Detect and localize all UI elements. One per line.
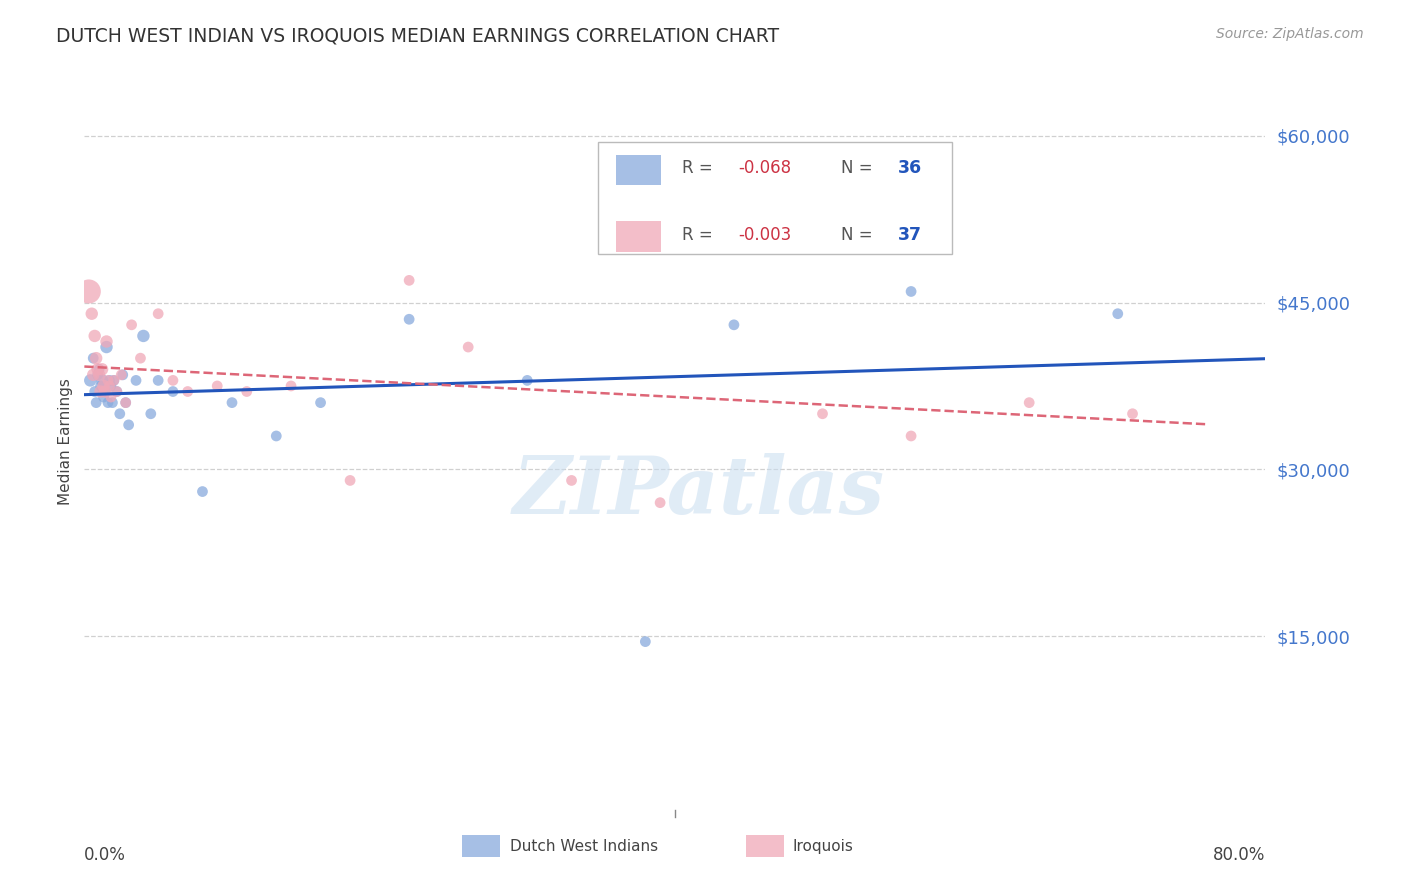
Point	[86, 362, 108, 376]
Point	[90, 379, 112, 393]
Bar	[463, 835, 501, 857]
Text: 37: 37	[898, 226, 922, 244]
Point	[221, 395, 243, 409]
Point	[111, 368, 134, 382]
Point	[177, 384, 200, 399]
Point	[90, 384, 112, 399]
Text: -0.003: -0.003	[738, 226, 792, 244]
Point	[900, 429, 922, 443]
Point	[110, 368, 132, 382]
Point	[77, 285, 100, 299]
Point	[309, 395, 332, 409]
Point	[398, 273, 420, 287]
Point	[561, 474, 583, 488]
Point	[129, 351, 152, 366]
Bar	[745, 835, 783, 857]
Text: Source: ZipAtlas.com: Source: ZipAtlas.com	[1216, 27, 1364, 41]
Point	[83, 384, 105, 399]
Point	[114, 395, 136, 409]
FancyBboxPatch shape	[598, 142, 952, 253]
Point	[723, 240, 745, 254]
Point	[634, 634, 657, 648]
Text: 36: 36	[898, 160, 922, 178]
Point	[87, 368, 111, 382]
Point	[96, 340, 118, 354]
Point	[91, 362, 114, 376]
Point	[650, 496, 672, 510]
Point	[105, 384, 128, 399]
Point	[723, 318, 745, 332]
Text: N =: N =	[841, 226, 879, 244]
Point	[1122, 407, 1144, 421]
Point	[94, 384, 117, 399]
Point	[93, 379, 115, 393]
Point	[91, 373, 114, 387]
Point	[266, 429, 288, 443]
Point	[191, 484, 214, 499]
Point	[82, 368, 104, 382]
Point	[97, 395, 120, 409]
Text: Dutch West Indians: Dutch West Indians	[509, 839, 658, 855]
Point	[100, 379, 122, 393]
Point	[162, 373, 184, 387]
Point	[103, 373, 125, 387]
Text: ZIPatlas: ZIPatlas	[512, 453, 884, 531]
Point	[207, 379, 229, 393]
Point	[96, 334, 118, 349]
Point	[900, 285, 922, 299]
Point	[280, 379, 302, 393]
Bar	[616, 221, 661, 252]
Text: Iroquois: Iroquois	[793, 839, 853, 855]
Point	[98, 373, 121, 387]
Point	[114, 395, 136, 409]
Point	[83, 329, 105, 343]
Text: DUTCH WEST INDIAN VS IROQUOIS MEDIAN EARNINGS CORRELATION CHART: DUTCH WEST INDIAN VS IROQUOIS MEDIAN EAR…	[56, 27, 779, 45]
Point	[125, 373, 148, 387]
Text: R =: R =	[682, 160, 718, 178]
Point	[132, 329, 155, 343]
Point	[80, 307, 103, 321]
Point	[103, 373, 125, 387]
Point	[339, 474, 361, 488]
Point	[516, 373, 538, 387]
Text: -0.068: -0.068	[738, 160, 792, 178]
Point	[139, 407, 162, 421]
Point	[86, 368, 108, 382]
Point	[118, 417, 141, 432]
Point	[121, 318, 143, 332]
Point	[148, 373, 170, 387]
Text: 0.0%: 0.0%	[84, 847, 127, 864]
Point	[398, 312, 420, 326]
Bar	[616, 154, 661, 185]
Point	[108, 407, 131, 421]
Point	[84, 351, 107, 366]
Point	[1018, 395, 1040, 409]
Point	[457, 340, 479, 354]
Point	[101, 395, 124, 409]
Point	[98, 379, 121, 393]
Text: 80.0%: 80.0%	[1213, 847, 1265, 864]
Point	[236, 384, 259, 399]
Point	[1107, 307, 1129, 321]
Point	[105, 384, 128, 399]
Point	[93, 390, 115, 404]
Point	[79, 373, 101, 387]
Point	[94, 384, 117, 399]
Text: R =: R =	[682, 226, 718, 244]
Point	[162, 384, 184, 399]
Point	[811, 407, 834, 421]
Point	[87, 362, 111, 376]
Text: N =: N =	[841, 160, 879, 178]
Y-axis label: Median Earnings: Median Earnings	[58, 378, 73, 505]
Point	[148, 307, 170, 321]
Point	[100, 390, 122, 404]
Point	[84, 395, 107, 409]
Point	[82, 351, 104, 366]
Point	[97, 373, 120, 387]
